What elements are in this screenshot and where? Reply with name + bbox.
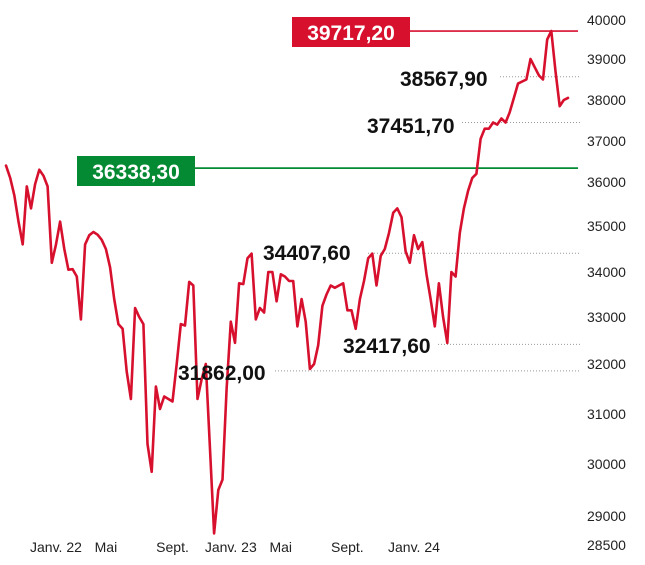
y-tick-label: 38000 xyxy=(587,92,626,108)
level-label: 36338,30 xyxy=(92,161,180,184)
x-tick-label: Janv. 24 xyxy=(388,539,440,555)
recent-low-label: 37451,70 xyxy=(367,115,455,138)
low23-label: 32417,60 xyxy=(343,335,431,358)
peak23-label: 34407,60 xyxy=(263,242,351,265)
x-tick-label: Sept. xyxy=(156,539,189,555)
y-axis-ticks: 40000 39000 38000 37000 36000 35000 34000 33000… xyxy=(587,12,626,553)
y-tick-label: 39000 xyxy=(587,51,626,67)
max-label: 39717,20 xyxy=(307,22,395,45)
y-tick-label: 32000 xyxy=(587,356,626,372)
low22-label: 31862,00 xyxy=(178,362,266,385)
y-tick-label: 36000 xyxy=(587,174,626,190)
y-tick-label: 34000 xyxy=(587,264,626,280)
y-tick-label: 37000 xyxy=(587,133,626,149)
max-annotation: 39717,20 xyxy=(292,17,410,47)
max-label-box xyxy=(292,17,410,47)
recent-label: 38567,90 xyxy=(400,68,488,91)
y-tick-label: 30000 xyxy=(587,456,626,472)
x-tick-label: Mai xyxy=(95,539,118,555)
x-tick-label: Janv. 23 xyxy=(205,539,257,555)
x-tick-label: Sept. xyxy=(331,539,364,555)
y-tick-label: 40000 xyxy=(587,12,626,28)
x-axis-ticks: Janv. 22 Mai Sept. Janv. 23 Mai Sept. Janv. 24 xyxy=(30,539,440,555)
level-label-box xyxy=(77,156,195,186)
x-tick-label: Mai xyxy=(269,539,292,555)
reference-lines xyxy=(77,30,578,170)
y-tick-label: 33000 xyxy=(587,309,626,325)
y-tick-label: 35000 xyxy=(587,218,626,234)
y-tick-label: 29000 xyxy=(587,508,626,524)
y-tick-label: 28500 xyxy=(587,537,626,553)
y-tick-label: 31000 xyxy=(587,406,626,422)
level-annotation: 36338,30 xyxy=(77,156,195,186)
index-line xyxy=(4,29,570,535)
x-tick-label: Janv. 22 xyxy=(30,539,82,555)
